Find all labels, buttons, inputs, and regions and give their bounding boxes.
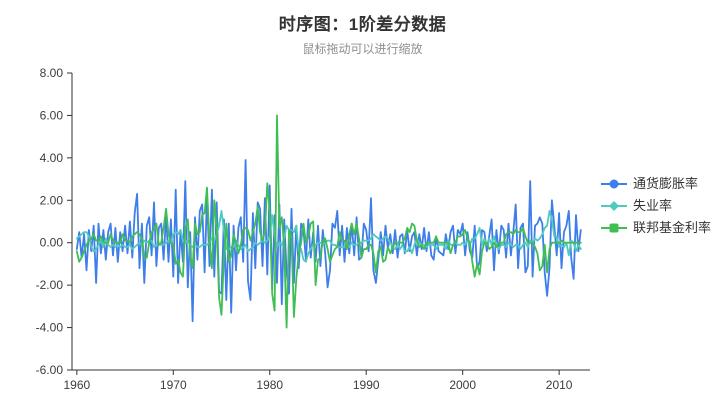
x-axis-tick-label: 1970 — [160, 378, 187, 392]
legend: 通货膨胀率失业率联邦基金利率 — [601, 176, 711, 235]
x-axis-tick-label: 1990 — [353, 378, 380, 392]
circle-line-marker-icon — [601, 179, 627, 188]
legend-item-1[interactable]: 通货膨胀率 — [601, 176, 711, 191]
legend-label-1: 通货膨胀率 — [633, 175, 699, 191]
legend-label-2: 失业率 — [633, 197, 673, 213]
y-axis-tick-label: -6.00 — [36, 363, 64, 377]
series-line-3 — [75, 114, 582, 329]
y-axis-tick-label: 6.00 — [40, 108, 64, 122]
x-axis-tick-label: 2010 — [546, 378, 573, 392]
y-axis-tick-label: 0.00 — [40, 236, 64, 250]
legend-label-3: 联邦基金利率 — [633, 219, 712, 235]
x-axis-tick-label: 1960 — [63, 378, 90, 392]
rect-line-marker-icon — [601, 223, 627, 232]
diamond-line-marker-icon — [601, 200, 627, 211]
chart-subtitle: 鼠标拖动可以进行缩放 — [302, 42, 423, 56]
series-line-1 — [75, 159, 582, 323]
legend-item-2[interactable]: 失业率 — [601, 198, 711, 213]
y-axis-tick-label: -2.00 — [36, 278, 64, 292]
legend-item-3[interactable]: 联邦基金利率 — [601, 220, 711, 235]
y-axis-tick-label: 2.00 — [40, 193, 64, 207]
x-axis-tick-label: 2000 — [449, 378, 476, 392]
y-axis-tick-label: 8.00 — [40, 66, 64, 80]
chart-title: 时序图：1阶差分数据 — [278, 15, 447, 34]
y-axis-tick-label: 4.00 — [40, 151, 64, 165]
x-axis-tick-label: 1980 — [256, 378, 283, 392]
y-axis-tick-label: -4.00 — [36, 321, 64, 335]
